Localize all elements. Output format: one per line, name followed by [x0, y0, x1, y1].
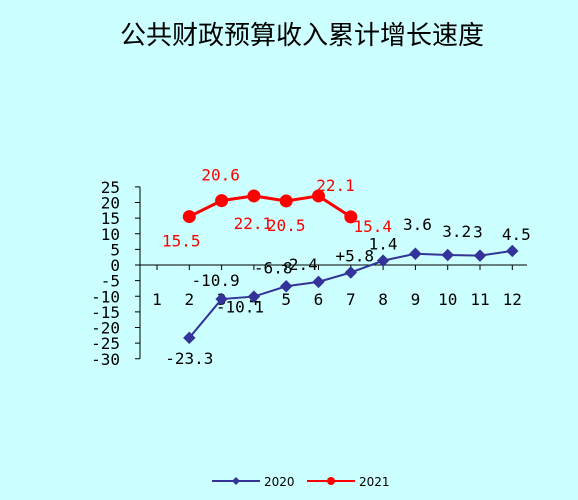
point-2020-2: [183, 331, 196, 345]
legend: 2020 2021: [212, 475, 390, 489]
legend-marker-2020: [232, 477, 240, 485]
point-2020-11: [473, 249, 487, 262]
y-tick-label: 10: [101, 225, 120, 244]
legend-label-2021: 2021: [359, 475, 390, 489]
point-2020-5: [279, 280, 293, 293]
point-2020-3: [215, 292, 228, 306]
data-label-2021-4: 22.1: [234, 214, 273, 233]
x-tick-label: 10: [438, 290, 457, 309]
data-label-2021-7: 15.4: [354, 217, 393, 236]
x-tick-label: 9: [411, 290, 421, 309]
point-2021-4: [247, 189, 261, 203]
y-tick-label: -30: [91, 350, 120, 369]
point-2020-6: [312, 275, 325, 289]
point-2020-7: [344, 266, 358, 279]
data-label-2021-6: 22.1: [316, 176, 355, 195]
y-tick-label: 25: [101, 178, 120, 197]
y-tick-label: -25: [91, 334, 120, 353]
y-tick-label: -10: [91, 287, 120, 306]
chart-title: 公共财政预算收入累计增长速度: [120, 21, 484, 51]
data-label-2020-12: 4.5: [502, 225, 531, 244]
data-label-2021-2: 15.5: [162, 232, 201, 251]
point-2021-5: [279, 194, 293, 208]
data-label-2020-11: 3: [473, 223, 483, 242]
y-tick-label: -20: [91, 319, 120, 338]
data-label-2020-3: -10.9: [192, 271, 240, 290]
data-label-2020-9: 3.6: [403, 215, 432, 234]
x-tick-label: 2: [184, 290, 194, 309]
data-label-2020-7: +5.8: [336, 247, 375, 266]
data-label-2020-6: -2.4: [279, 255, 318, 274]
point-2020-12: [506, 244, 519, 258]
legend-label-2020: 2020: [264, 475, 295, 489]
data-label-2021-5: 20.5: [267, 216, 306, 235]
y-tick-label: 15: [101, 209, 120, 228]
y-tick-label: -15: [91, 303, 120, 322]
x-tick-label: 7: [346, 290, 356, 309]
y-tick-label: 5: [110, 240, 120, 259]
y-tick-label: 20: [101, 194, 120, 213]
plot-area: [182, 189, 519, 345]
point-2020-10: [441, 248, 454, 262]
legend-marker-2021: [327, 477, 335, 485]
x-tick-label: 12: [503, 290, 522, 309]
x-tick-label: 5: [281, 290, 291, 309]
y-tick-label: -5: [101, 272, 120, 291]
y-tick-label: 0: [110, 256, 120, 275]
data-labels: -23.3 -10.9 -10.1 -6.8-2.4 +5.81.4 3.6 3.2 3 4.5…: [162, 166, 531, 368]
x-tick-label: 11: [470, 290, 489, 309]
data-label-2020-4: -10.1: [216, 298, 264, 317]
x-tick-label: 8: [378, 290, 388, 309]
point-2020-8: [376, 254, 390, 267]
point-2021-2: [182, 210, 196, 224]
point-2021-7: [344, 210, 358, 224]
point-2021-6: [312, 189, 325, 203]
point-2020-4: [247, 290, 261, 303]
x-tick-label: 6: [314, 290, 324, 309]
data-label-2020-10: 3.2: [442, 222, 471, 241]
data-label-2021-3: 20.6: [201, 166, 240, 185]
x-tick-label: 1: [152, 290, 162, 309]
point-2020-9: [409, 247, 422, 260]
data-label-2020-5: -6.8: [254, 258, 293, 277]
data-label-2020-2: -23.3: [165, 349, 213, 368]
point-2021-3: [215, 194, 229, 208]
data-label-2020-8: 1.4: [369, 235, 398, 254]
